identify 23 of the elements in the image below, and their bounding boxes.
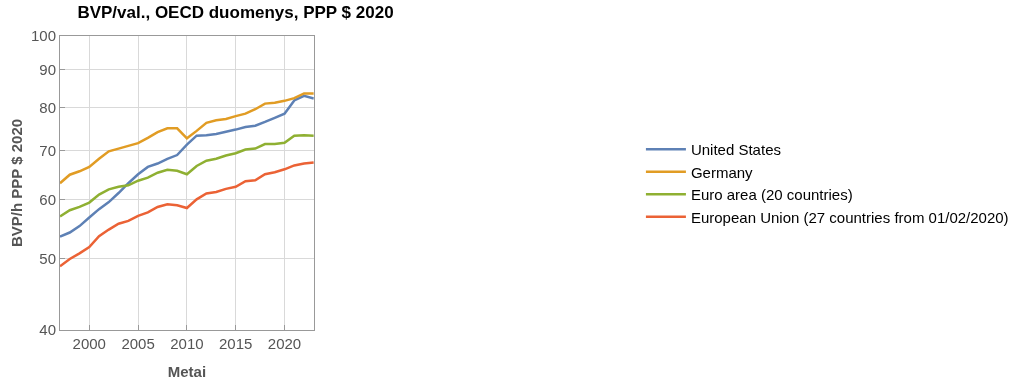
legend-label: Euro area (20 countries)	[690, 186, 853, 204]
x-tick-label: 2020	[267, 335, 302, 352]
x-axis-title: Metai	[167, 363, 207, 380]
y-axis-title: BVP/h PPP $ 2020	[8, 118, 26, 248]
x-tick-label: 2010	[170, 335, 204, 352]
x-tick-label: 2015	[219, 335, 253, 352]
line-series	[60, 161, 314, 268]
y-tick-label: 70	[39, 141, 56, 159]
y-tick-label: 90	[39, 61, 56, 79]
y-tick-label: 40	[39, 321, 56, 339]
line-series	[60, 92, 314, 185]
legend-label: United States	[690, 141, 781, 159]
x-tick-label: 2005	[121, 335, 155, 352]
line-series	[60, 133, 314, 218]
chart-title: BVP/val., OECD duomenys, PPP $ 2020	[77, 2, 394, 22]
y-tick-label: 50	[39, 249, 56, 267]
y-tick-label: 100	[30, 27, 56, 45]
y-tick-label: 60	[39, 191, 56, 209]
x-tick-label: 2000	[72, 335, 106, 352]
legend-label: European Union (27 countries from 01/02/2020)	[690, 208, 1009, 226]
legend-label: Germany	[690, 163, 754, 181]
line-series	[60, 94, 314, 238]
y-tick-label: 80	[39, 98, 56, 116]
